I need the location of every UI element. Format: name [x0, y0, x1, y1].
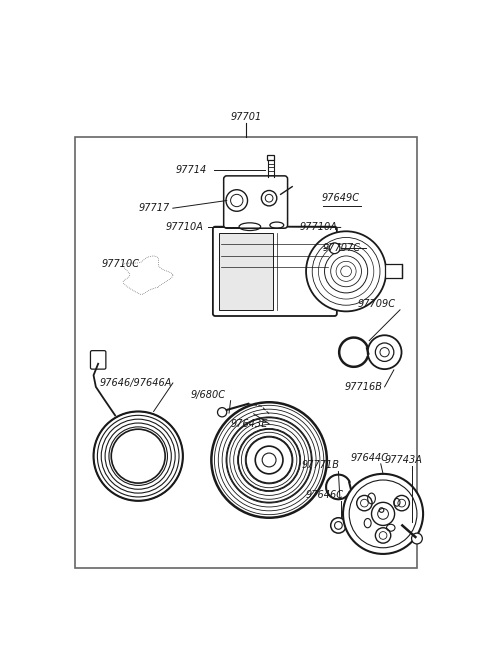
Circle shape [226, 190, 248, 212]
FancyBboxPatch shape [90, 351, 106, 369]
Text: 97710C: 97710C [101, 259, 139, 269]
Text: 97717: 97717 [138, 203, 169, 214]
Bar [267, 155, 275, 160]
Circle shape [306, 231, 386, 311]
Text: 97710A: 97710A [165, 223, 203, 233]
Circle shape [368, 335, 402, 369]
FancyBboxPatch shape [224, 176, 288, 228]
Text: 97646/97646A: 97646/97646A [100, 378, 172, 388]
Text: 97649C: 97649C [322, 193, 360, 203]
Text: 97707C: 97707C [323, 243, 361, 253]
Circle shape [255, 446, 283, 474]
Circle shape [329, 243, 340, 254]
Text: 97709C: 97709C [358, 299, 396, 309]
Text: 97644C: 97644C [351, 453, 389, 463]
Circle shape [211, 402, 327, 518]
Circle shape [262, 191, 277, 206]
FancyBboxPatch shape [213, 227, 337, 316]
Text: 97646C: 97646C [306, 489, 344, 499]
Text: 97643E: 97643E [230, 419, 268, 429]
Text: 97701: 97701 [230, 112, 262, 122]
Bar [219, 233, 273, 310]
Text: 97743A: 97743A [384, 455, 422, 465]
Circle shape [411, 533, 422, 544]
Circle shape [375, 343, 394, 361]
Circle shape [343, 474, 423, 554]
Text: 97716B: 97716B [345, 382, 383, 392]
Text: 97714: 97714 [175, 165, 206, 175]
Bar [384, 264, 402, 279]
Bar [75, 137, 417, 568]
Text: 97710A: 97710A [300, 223, 338, 233]
Text: 9/680C: 9/680C [191, 390, 226, 399]
Text: 97771B: 97771B [301, 461, 339, 470]
Circle shape [217, 407, 227, 417]
